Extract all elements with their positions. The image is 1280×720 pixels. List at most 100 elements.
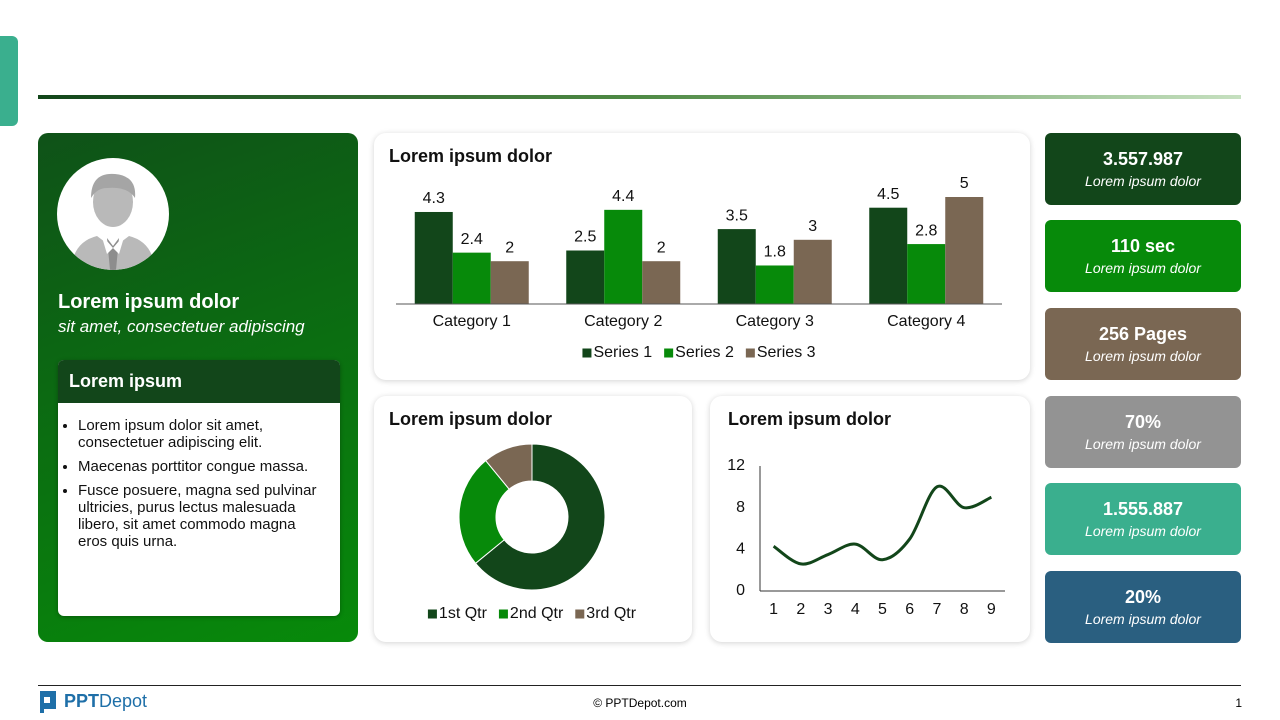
bullet: Maecenas porttitor congue massa. bbox=[78, 458, 328, 475]
value-label: 4.5 bbox=[877, 186, 899, 203]
x-tick-label: 3 bbox=[824, 601, 833, 618]
x-tick-label: 5 bbox=[878, 601, 887, 618]
x-tick-label: Category 3 bbox=[736, 313, 814, 330]
avatar bbox=[57, 158, 169, 270]
x-tick-label: Category 2 bbox=[584, 313, 662, 330]
profile-panel: Lorem ipsum dolor sit amet, consectetuer… bbox=[38, 133, 358, 642]
header-rule bbox=[38, 95, 1241, 99]
kpi-label: Lorem ipsum dolor bbox=[1085, 611, 1201, 627]
bar bbox=[604, 209, 643, 304]
value-label: 2 bbox=[657, 239, 666, 256]
legend-swatch bbox=[427, 609, 437, 619]
legend-swatch bbox=[745, 348, 755, 358]
bullet: Lorem ipsum dolor sit amet, consectetuer… bbox=[78, 417, 328, 451]
value-label: 4.4 bbox=[612, 188, 634, 205]
bar-card: Lorem ipsum dolor 4.3 2.4 2 Category 1 2.5 4.4… bbox=[374, 133, 1030, 380]
y-tick-label: 4 bbox=[736, 541, 745, 558]
value-label: 2.4 bbox=[461, 231, 483, 248]
y-tick-label: 12 bbox=[727, 457, 745, 474]
bar bbox=[642, 261, 681, 304]
bar bbox=[452, 252, 491, 304]
kpi-box: 256 Pages Lorem ipsum dolor bbox=[1045, 308, 1241, 380]
legend-label: 2nd Qtr bbox=[510, 605, 564, 622]
kpi-box: 3.557.987 Lorem ipsum dolor bbox=[1045, 133, 1241, 205]
x-tick-label: Category 1 bbox=[433, 313, 511, 330]
kpi-value: 110 sec bbox=[1110, 236, 1176, 256]
donut-slice bbox=[458, 459, 510, 565]
info-box-title: Lorem ipsum bbox=[58, 360, 340, 403]
kpi-value: 256 Pages bbox=[1098, 324, 1188, 344]
bar bbox=[945, 197, 984, 304]
x-tick-label: 6 bbox=[905, 601, 914, 618]
value-label: 1.8 bbox=[764, 244, 786, 261]
bar bbox=[869, 207, 908, 304]
bar bbox=[490, 261, 529, 304]
kpi-label: Lorem ipsum dolor bbox=[1085, 173, 1201, 189]
kpi-label: Lorem ipsum dolor bbox=[1085, 260, 1201, 276]
value-label: 3.5 bbox=[726, 207, 748, 224]
logo-icon bbox=[40, 691, 56, 713]
legend-swatch bbox=[498, 609, 508, 619]
y-tick-label: 0 bbox=[736, 582, 745, 599]
legend: Series 1 Series 2 Series 3 bbox=[582, 344, 816, 361]
kpi-value: 1.555.887 bbox=[1102, 499, 1184, 519]
legend-swatch bbox=[664, 348, 674, 358]
donut-card: Lorem ipsum dolor 1st Qtr 2nd Qtr 3rd Qtr bbox=[374, 396, 692, 642]
x-tick-label: 9 bbox=[987, 601, 996, 618]
chart-title: Lorem ipsum dolor bbox=[728, 409, 891, 429]
value-label: 5 bbox=[960, 175, 969, 192]
x-tick-label: 4 bbox=[851, 601, 860, 618]
kpi-value: 3.557.987 bbox=[1102, 149, 1184, 169]
x-tick-label: 2 bbox=[796, 601, 805, 618]
bar bbox=[755, 265, 794, 304]
legend: 1st Qtr 2nd Qtr 3rd Qtr bbox=[427, 605, 637, 622]
info-box: Lorem ipsum Lorem ipsum dolor sit amet, … bbox=[58, 360, 340, 616]
donut-slice bbox=[474, 443, 606, 591]
kpi-label: Lorem ipsum dolor bbox=[1085, 523, 1201, 539]
kpi-box: 110 sec Lorem ipsum dolor bbox=[1045, 220, 1241, 292]
bullet-list: Lorem ipsum dolor sit amet, consectetuer… bbox=[58, 417, 340, 550]
chart-title: Lorem ipsum dolor bbox=[389, 146, 552, 166]
donut-slice bbox=[484, 443, 533, 490]
bar bbox=[566, 250, 605, 304]
bar bbox=[793, 239, 832, 304]
footer-rule bbox=[38, 685, 1241, 686]
legend-label: Series 3 bbox=[757, 344, 816, 361]
logo-rest: Depot bbox=[99, 691, 148, 711]
donut-chart: Lorem ipsum dolor 1st Qtr 2nd Qtr 3rd Qtr bbox=[389, 409, 637, 622]
logo-bold: PPT bbox=[64, 691, 100, 711]
legend-label: 3rd Qtr bbox=[586, 605, 636, 622]
value-label: 2 bbox=[505, 239, 514, 256]
kpi-value: 70% bbox=[1124, 412, 1162, 432]
kpi-box: 70% Lorem ipsum dolor bbox=[1045, 396, 1241, 468]
kpi-label: Lorem ipsum dolor bbox=[1085, 436, 1201, 452]
kpi-label: Lorem ipsum dolor bbox=[1085, 348, 1201, 364]
profile-subtitle: sit amet, consectetuer adipiscing bbox=[58, 317, 305, 336]
value-label: 3 bbox=[808, 218, 817, 235]
profile-title: Lorem ipsum dolor bbox=[58, 291, 240, 313]
x-tick-label: 8 bbox=[960, 601, 969, 618]
chart-title: Lorem ipsum dolor bbox=[389, 409, 552, 429]
kpi-box: 20% Lorem ipsum dolor bbox=[1045, 571, 1241, 643]
legend-swatch bbox=[575, 609, 585, 619]
kpi-value: 20% bbox=[1124, 587, 1162, 607]
logo-text: PPTDepot bbox=[64, 691, 147, 712]
x-tick-label: 7 bbox=[932, 601, 941, 618]
line-card: Lorem ipsum dolor 0 4 8 12 1 2 3 4 5 6 7 8 9 bbox=[710, 396, 1030, 642]
bar-chart: Lorem ipsum dolor 4.3 2.4 2 Category 1 2.5 4.4… bbox=[389, 146, 1002, 361]
value-label: 4.3 bbox=[423, 190, 445, 207]
page-number: 1 bbox=[1235, 696, 1242, 710]
kpi-box: 1.555.887 Lorem ipsum dolor bbox=[1045, 483, 1241, 555]
y-tick-label: 8 bbox=[736, 499, 745, 516]
bar bbox=[414, 211, 453, 304]
bullet: Fusce posuere, magna sed pulvinar ultric… bbox=[78, 482, 328, 550]
x-tick-label: 1 bbox=[769, 601, 778, 618]
bar bbox=[907, 244, 946, 304]
value-label: 2.5 bbox=[574, 229, 596, 246]
x-tick-label: Category 4 bbox=[887, 313, 965, 330]
legend-label: Series 1 bbox=[593, 344, 652, 361]
legend-swatch bbox=[582, 348, 592, 358]
legend-label: Series 2 bbox=[675, 344, 734, 361]
